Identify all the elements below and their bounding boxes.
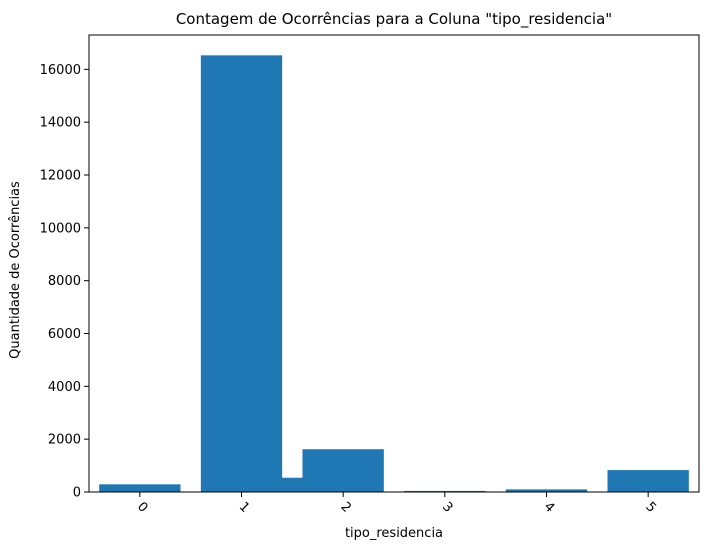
y-tick-label: 14000 xyxy=(40,116,81,131)
x-tick-label: 1 xyxy=(236,499,252,515)
bar xyxy=(99,484,181,492)
x-tick-label: 3 xyxy=(439,499,455,515)
bar xyxy=(200,55,283,493)
x-axis-label: tipo_residencia xyxy=(345,526,443,541)
y-tick-label: 8000 xyxy=(48,274,81,289)
y-tick-label: 4000 xyxy=(48,380,81,395)
plot-area: 0 2000 4000 6000 8000 10000 12000 14000 16000 0 1 2… xyxy=(40,34,700,516)
y-tick-label: 2000 xyxy=(48,433,81,448)
x-tick-label: 0 xyxy=(134,499,150,515)
y-tick-label: 16000 xyxy=(40,63,81,78)
y-tick-label: 12000 xyxy=(40,169,81,184)
y-tick-label: 10000 xyxy=(40,221,81,236)
y-tick-label: 0 xyxy=(73,486,81,501)
y-tick-label: 6000 xyxy=(48,327,81,342)
x-tick-label: 2 xyxy=(337,499,353,515)
bar xyxy=(607,470,689,492)
chart-title: Contagem de Ocorrências para a Coluna "t… xyxy=(176,10,612,29)
bar xyxy=(505,489,588,492)
axes-frame xyxy=(88,34,700,493)
bar xyxy=(404,490,486,492)
bar xyxy=(302,449,384,492)
x-tick-label: 4 xyxy=(541,499,557,515)
x-tick-label: 5 xyxy=(642,499,658,515)
y-axis-label: Quantidade de Ocorrências xyxy=(8,181,23,359)
